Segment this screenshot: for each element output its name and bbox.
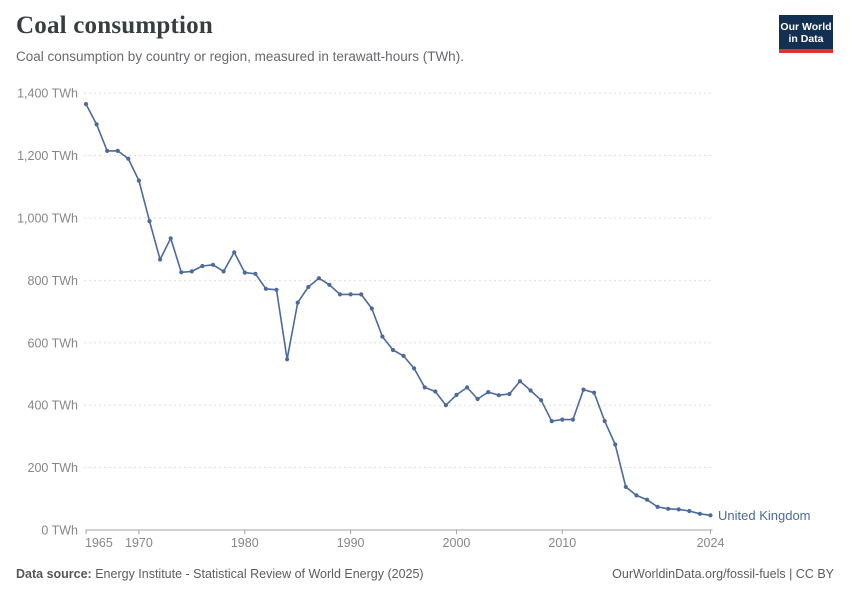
data-point[interactable]	[443, 403, 448, 408]
owid-logo-line1: Our World	[780, 21, 832, 33]
y-axis-tick-label: 600 TWh	[28, 336, 79, 350]
data-point[interactable]	[581, 387, 586, 392]
data-source-label: Data source:	[16, 567, 92, 581]
data-point[interactable]	[676, 507, 681, 512]
data-point[interactable]	[401, 353, 406, 358]
x-axis-tick-label: 2000	[443, 536, 471, 550]
x-axis-tick-label: 2010	[548, 536, 576, 550]
y-axis-tick-label: 200 TWh	[28, 461, 79, 475]
data-point[interactable]	[295, 300, 300, 305]
y-axis-tick-label: 400 TWh	[28, 399, 79, 413]
data-point[interactable]	[327, 282, 332, 287]
data-point[interactable]	[613, 442, 618, 447]
data-point[interactable]	[94, 122, 99, 127]
data-point[interactable]	[666, 506, 671, 511]
data-point[interactable]	[697, 511, 703, 516]
x-axis-tick-label: 2024	[697, 536, 725, 550]
data-point[interactable]	[528, 388, 533, 393]
data-point[interactable]	[337, 292, 343, 297]
data-point[interactable]	[602, 419, 607, 424]
data-point[interactable]	[179, 270, 184, 275]
data-point[interactable]	[433, 389, 438, 394]
y-axis-tick-label: 0 TWh	[41, 524, 78, 538]
data-point[interactable]	[348, 292, 353, 297]
data-point[interactable]	[168, 236, 173, 241]
data-point[interactable]	[412, 366, 417, 371]
owid-logo-line2: in Data	[788, 33, 824, 45]
data-point[interactable]	[359, 292, 364, 297]
credit-link[interactable]: OurWorldinData.org/fossil-fuels | CC BY	[612, 567, 834, 581]
data-point[interactable]	[454, 392, 459, 397]
data-point[interactable]	[115, 148, 120, 153]
y-axis-tick-label: 800 TWh	[28, 274, 79, 288]
data-point[interactable]	[496, 393, 501, 398]
y-axis-tick-label: 1,000 TWh	[17, 212, 78, 226]
data-point[interactable]	[232, 250, 237, 255]
data-point[interactable]	[634, 493, 639, 498]
data-point[interactable]	[221, 269, 226, 274]
data-point[interactable]	[708, 513, 713, 518]
data-point[interactable]	[253, 271, 258, 276]
data-point[interactable]	[210, 262, 216, 267]
data-point[interactable]	[517, 379, 523, 384]
data-point[interactable]	[539, 398, 544, 403]
data-point[interactable]	[475, 396, 480, 402]
data-point[interactable]	[623, 484, 628, 489]
data-point[interactable]	[570, 417, 576, 422]
data-point[interactable]	[486, 390, 491, 395]
owid-logo: Our World in Data	[779, 15, 833, 53]
data-point[interactable]	[263, 286, 268, 291]
x-axis-tick-label: 1980	[231, 536, 259, 550]
x-axis-tick-label: 1990	[337, 536, 365, 550]
data-point[interactable]	[285, 357, 290, 362]
data-point[interactable]	[189, 269, 194, 274]
data-point[interactable]	[158, 257, 163, 262]
data-point[interactable]	[507, 391, 512, 397]
line-series-united-kingdom[interactable]	[85, 103, 712, 517]
data-source-text: Energy Institute - Statistical Review of…	[91, 567, 424, 581]
data-point[interactable]	[242, 270, 247, 275]
data-point[interactable]	[369, 306, 374, 311]
chart-subtitle: Coal consumption by country or region, m…	[16, 49, 464, 64]
data-point[interactable]	[306, 284, 311, 290]
x-axis-tick-label: 1970	[125, 536, 153, 550]
data-point[interactable]	[200, 263, 205, 269]
data-point[interactable]	[274, 287, 279, 292]
data-point[interactable]	[83, 102, 89, 107]
data-point[interactable]	[422, 385, 427, 390]
data-source: Data source: Energy Institute - Statisti…	[16, 567, 424, 581]
data-point[interactable]	[560, 417, 565, 422]
data-point[interactable]	[126, 156, 131, 161]
page-title: Coal consumption	[16, 12, 213, 39]
data-point[interactable]	[390, 347, 396, 353]
x-axis-tick-label: 1965	[85, 536, 113, 550]
data-point[interactable]	[147, 219, 152, 224]
data-point[interactable]	[592, 390, 597, 395]
data-point[interactable]	[465, 385, 470, 390]
data-point[interactable]	[380, 334, 385, 339]
data-point[interactable]	[316, 276, 321, 281]
data-point[interactable]	[105, 148, 110, 153]
series-end-label[interactable]: United Kingdom	[718, 508, 811, 523]
data-point[interactable]	[136, 178, 141, 183]
data-point[interactable]	[655, 504, 660, 509]
data-point[interactable]	[549, 419, 554, 424]
y-axis-tick-label: 1,200 TWh	[17, 149, 78, 163]
y-axis-tick-label: 1,400 TWh	[17, 87, 78, 101]
chart-footer: Data source: Energy Institute - Statisti…	[16, 567, 834, 581]
data-point[interactable]	[644, 497, 650, 502]
data-point[interactable]	[687, 508, 692, 514]
